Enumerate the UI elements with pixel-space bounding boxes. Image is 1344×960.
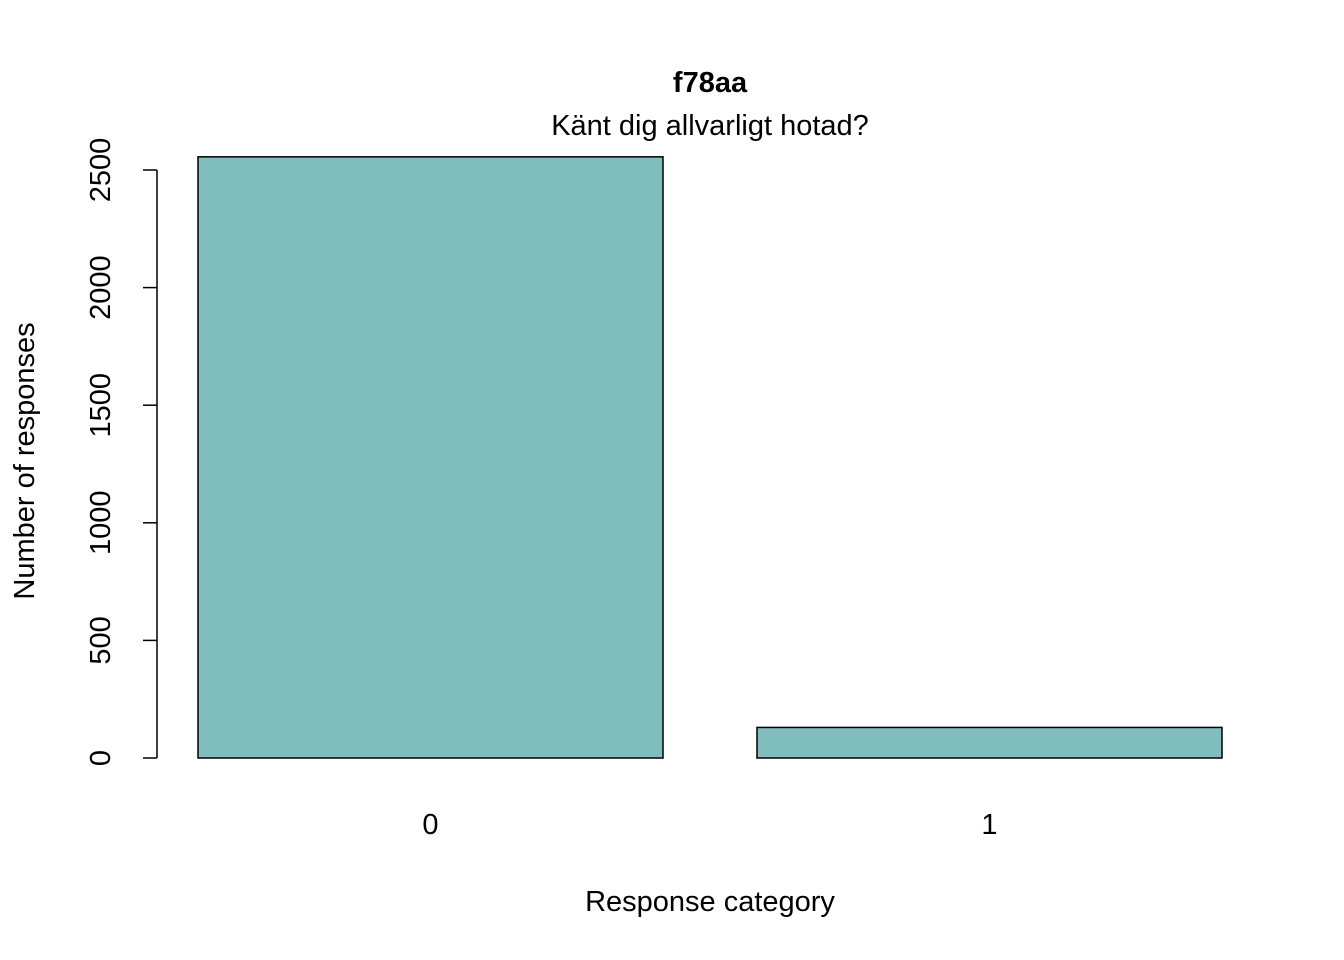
y-axis: 0 500 1000 1500 2000 2500: [85, 138, 158, 766]
y-tick-label-2000: 2000: [85, 255, 117, 320]
chart-subtitle: Känt dig allvarligt hotad?: [551, 110, 869, 142]
bars-group: [197, 156, 1223, 759]
bar-1: [756, 726, 1223, 759]
chart-title: f78aa: [673, 67, 748, 99]
y-tick-label-2500: 2500: [85, 138, 117, 203]
y-axis-label: Number of responses: [9, 322, 41, 599]
x-axis-label: Response category: [585, 886, 835, 918]
y-tick-label-0: 0: [85, 750, 117, 766]
y-tick-label-500: 500: [85, 616, 117, 664]
x-tick-label-1: 1: [981, 809, 997, 841]
y-tick-label-1000: 1000: [85, 491, 117, 556]
x-tick-label-0: 0: [422, 809, 438, 841]
y-tick-label-1500: 1500: [85, 373, 117, 438]
bar-0: [197, 156, 664, 759]
